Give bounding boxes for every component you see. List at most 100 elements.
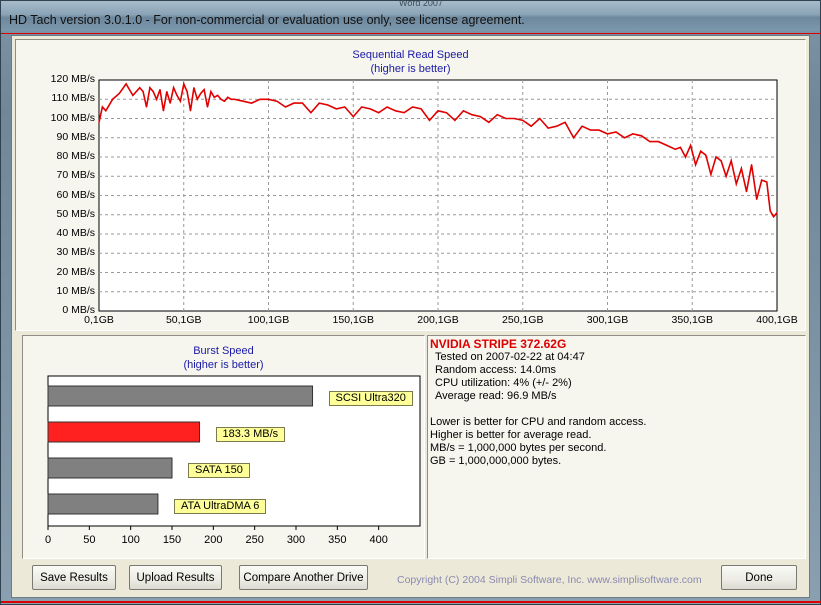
burst-x-tick-label: 100 xyxy=(121,534,139,546)
note-mb-definition: MB/s = 1,000,000 bytes per second. xyxy=(430,442,607,454)
x-tick-label: 200,1GB xyxy=(417,314,459,326)
read-speed-point xyxy=(149,87,151,89)
read-speed-point xyxy=(513,117,515,120)
read-speed-point xyxy=(761,179,763,181)
read-speed-point xyxy=(679,146,681,148)
y-tick-label: 50 MB/s xyxy=(56,207,95,220)
read-speed-point xyxy=(606,133,609,135)
done-button[interactable]: Done xyxy=(721,565,797,590)
burst-x-tick-label: 250 xyxy=(245,534,263,546)
read-speed-point xyxy=(589,129,592,131)
read-speed-point xyxy=(378,112,380,114)
y-tick-label: 90 MB/s xyxy=(56,130,95,143)
highlight-rule-top xyxy=(1,33,821,34)
client-area: Sequential Read Speed (higher is better)… xyxy=(11,35,810,598)
read-speed-point xyxy=(556,125,558,127)
read-speed-point xyxy=(145,106,148,108)
y-tick-label: 110 MB/s xyxy=(51,92,95,105)
read-speed-point xyxy=(159,89,161,91)
note-average-read: Higher is better for average read. xyxy=(430,429,592,441)
read-speed-point xyxy=(327,104,329,106)
read-speed-point xyxy=(730,160,732,162)
y-tick-label: 60 MB/s xyxy=(56,188,95,201)
read-speed-point xyxy=(403,112,405,114)
x-tick-label: 50,1GB xyxy=(165,314,202,326)
read-speed-point xyxy=(142,90,144,93)
read-speed-point xyxy=(705,154,707,156)
burst-bar xyxy=(47,457,173,479)
burst-bar xyxy=(47,493,159,515)
burst-x-tick-label: 200 xyxy=(204,534,222,546)
random-access: Random access: 14.0ms xyxy=(435,364,557,376)
read-speed-point xyxy=(539,117,541,120)
read-speed-point xyxy=(369,108,371,110)
read-speed-point xyxy=(530,125,532,127)
read-speed-point xyxy=(649,141,651,143)
read-speed-point xyxy=(623,137,626,139)
x-tick-label: 300,1GB xyxy=(586,314,629,326)
highlight-rule-bottom xyxy=(1,601,821,603)
read-speed-point xyxy=(740,167,743,170)
read-speed-point xyxy=(200,92,202,95)
read-speed-point xyxy=(479,115,481,118)
burst-bar-label: 183.3 MB/s xyxy=(215,427,286,442)
read-speed-point xyxy=(395,110,397,112)
read-speed-point xyxy=(293,102,295,104)
read-speed-point xyxy=(657,141,659,143)
read-speed-point xyxy=(217,94,219,96)
read-speed-point xyxy=(98,121,100,123)
burst-bar-label: SCSI Ultra320 xyxy=(328,391,413,406)
burst-bar xyxy=(47,421,201,443)
title-bar[interactable]: Word 2007 HD Tach version 3.0.1.0 - For … xyxy=(1,0,820,31)
read-speed-point xyxy=(598,129,600,131)
read-speed-point xyxy=(259,98,261,100)
read-speed-point xyxy=(183,83,185,85)
read-speed-point xyxy=(267,98,270,100)
read-speed-point xyxy=(118,92,120,95)
y-tick-label: 80 MB/s xyxy=(56,150,95,162)
read-speed-point xyxy=(179,100,181,102)
read-speed-point xyxy=(111,98,114,100)
compare-another-drive-button[interactable]: Compare Another Drive xyxy=(239,565,368,590)
read-speed-point xyxy=(769,210,771,212)
save-results-button[interactable]: Save Results xyxy=(32,565,116,590)
read-speed-point xyxy=(310,112,312,114)
window-title: HD Tach version 3.0.1.0 - For non-commer… xyxy=(9,13,525,27)
burst-speed-panel: Burst Speed (higher is better) 0 50 100 150… xyxy=(22,335,425,559)
read-speed-point xyxy=(488,121,490,123)
cpu-utilization: CPU utilization: 4% (+/- 2%) xyxy=(435,377,572,389)
read-speed-point xyxy=(230,98,232,100)
read-speed-point xyxy=(223,100,226,102)
y-tick-label: 20 MB/s xyxy=(56,265,95,278)
read-speed-point xyxy=(640,135,643,137)
read-speed-point xyxy=(220,98,222,100)
read-speed-point xyxy=(715,156,717,158)
read-speed-point xyxy=(695,164,697,166)
read-speed-point xyxy=(386,106,388,108)
read-speed-point xyxy=(725,175,727,177)
burst-x-tick-label: 350 xyxy=(328,534,346,546)
y-tick-label: 0 MB/s xyxy=(62,304,95,316)
read-speed-point xyxy=(437,110,439,112)
read-speed-point xyxy=(125,83,127,85)
read-speed-point xyxy=(573,137,575,139)
read-speed-point xyxy=(210,90,212,93)
upload-results-button[interactable]: Upload Results xyxy=(129,565,222,590)
read-speed-point xyxy=(234,98,236,100)
note-cpu-random: Lower is better for CPU and random acces… xyxy=(430,416,647,428)
read-speed-point xyxy=(411,106,414,108)
read-speed-point xyxy=(735,183,737,185)
read-speed-point xyxy=(169,102,171,104)
burst-speed-title: Burst Speed xyxy=(193,345,254,357)
read-speed-point xyxy=(689,144,692,147)
read-speed-point xyxy=(352,115,354,118)
read-speed-point xyxy=(206,106,209,108)
drive-name: NVIDIA STRIPE 372.62G xyxy=(430,337,567,351)
read-speed-point xyxy=(773,216,775,218)
y-tick-label: 30 MB/s xyxy=(56,246,95,259)
sequential-read-subtitle: (higher is better) xyxy=(370,63,451,75)
burst-x-tick-label: 0 xyxy=(45,534,51,546)
read-speed-point xyxy=(615,131,617,133)
burst-speed-subtitle: (higher is better) xyxy=(183,359,264,371)
